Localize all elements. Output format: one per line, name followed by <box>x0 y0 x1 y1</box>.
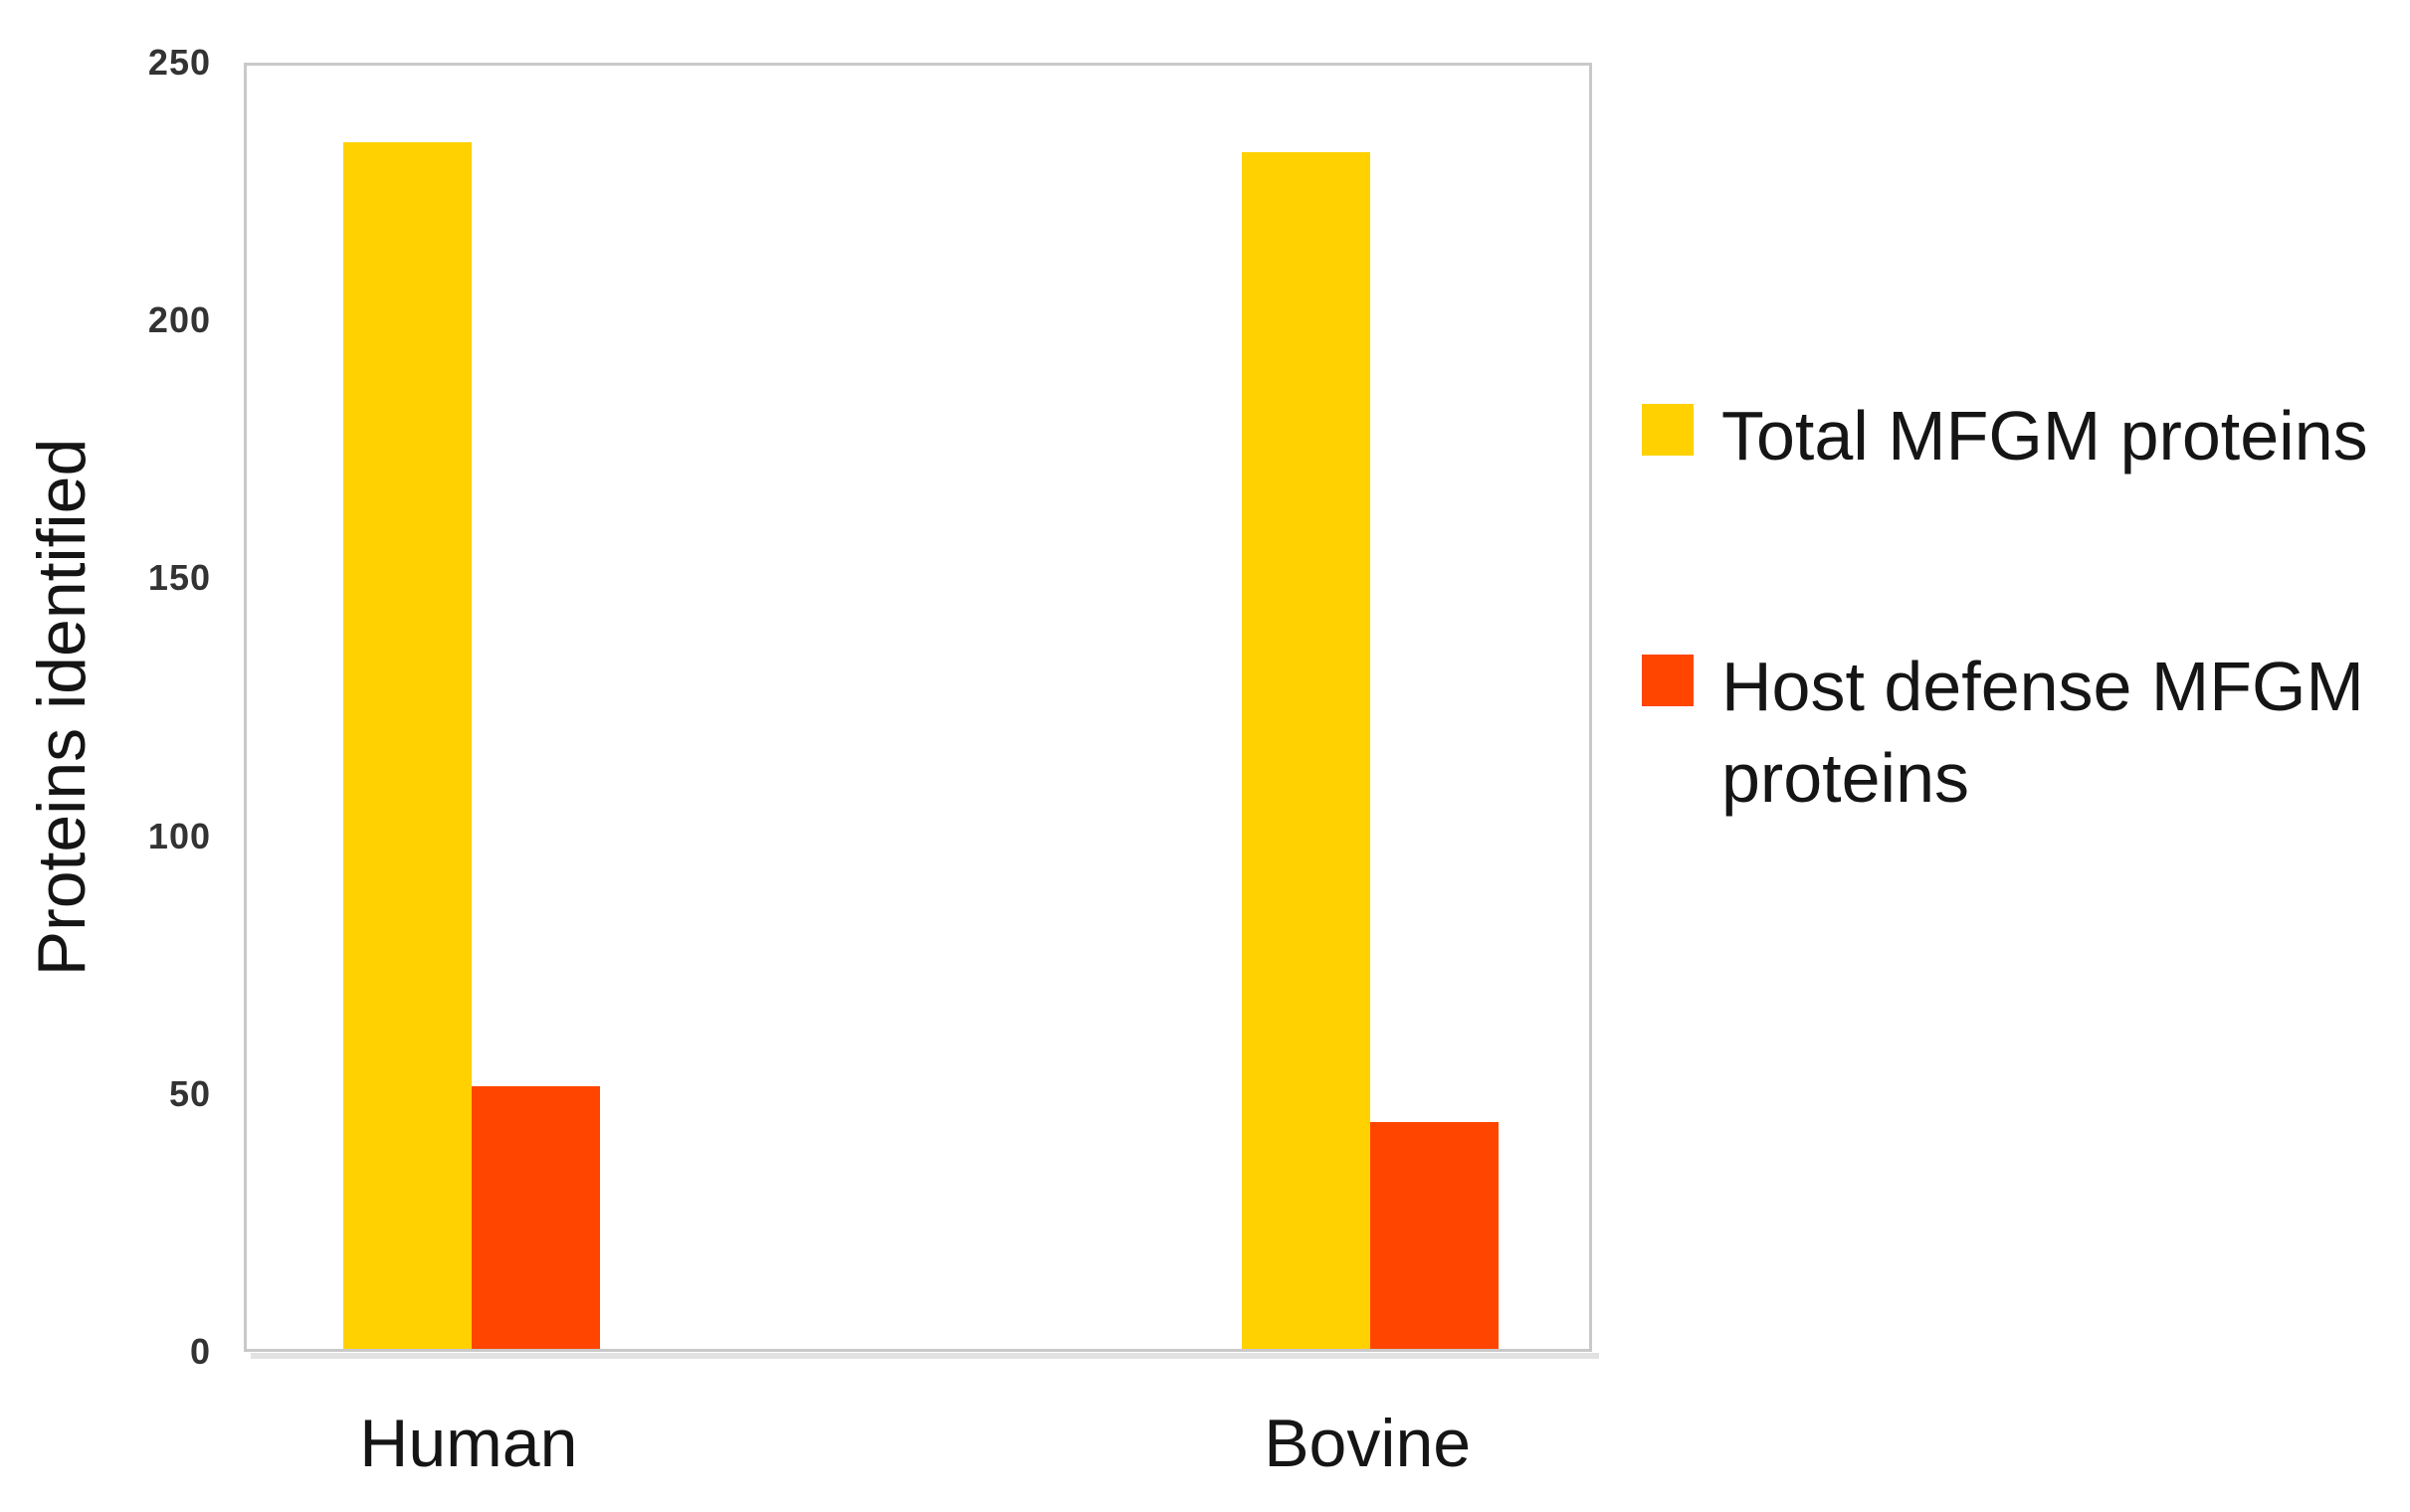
y-tick-label-100: 100 <box>147 815 211 856</box>
y-tick-label-0: 0 <box>189 1331 211 1372</box>
y-tick-label-200: 200 <box>147 299 211 341</box>
legend-swatch-icon <box>1642 404 1694 456</box>
bar-human-total <box>342 141 472 1349</box>
legend-label: Total MFGM proteins <box>1721 397 2368 474</box>
y-tick-label-250: 250 <box>147 42 211 83</box>
plot-area <box>244 63 1599 1359</box>
x-category-label-bovine: Bovine <box>1264 1406 1472 1481</box>
legend: Total MFGM proteins Host defense MFGM pro… <box>1642 390 2398 983</box>
legend-label: Host defense MFGM proteins <box>1721 648 2364 817</box>
y-tick-label-150: 150 <box>147 557 211 599</box>
legend-swatch-icon <box>1642 655 1694 706</box>
y-tick-label-50: 50 <box>168 1072 211 1114</box>
y-axis-title: Proteins identified <box>24 438 100 977</box>
bar-human-host-defense <box>471 1085 600 1349</box>
x-category-label-human: Human <box>359 1406 578 1481</box>
bar-bovine-host-defense <box>1370 1121 1500 1349</box>
bar-bovine-total <box>1242 152 1371 1349</box>
legend-item-host-defense: Host defense MFGM proteins <box>1642 641 2398 824</box>
legend-item-total: Total MFGM proteins <box>1642 390 2398 481</box>
